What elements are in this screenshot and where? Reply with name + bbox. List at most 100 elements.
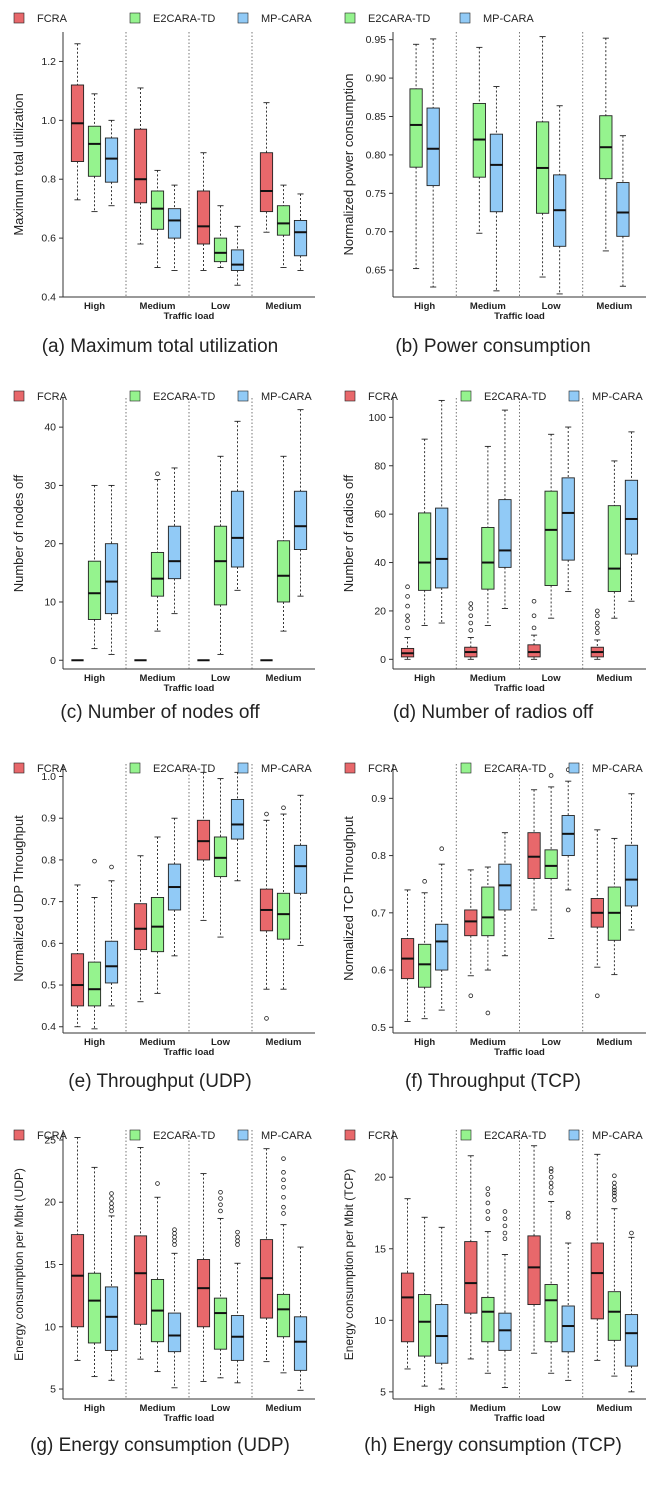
box-mp-cara <box>167 467 182 615</box>
x-tick-label: Low <box>211 301 231 312</box>
box-mp-cara <box>230 771 245 882</box>
box-body <box>590 1242 604 1320</box>
y-tick-label: 0.70 <box>366 226 387 238</box>
box-e2cara-td <box>535 36 550 278</box>
outlier-point <box>629 1230 634 1236</box>
box-body <box>230 798 245 840</box>
box-body <box>167 525 182 580</box>
legend-label: E2CARA-TD <box>153 391 215 403</box>
box-mp-cara <box>167 1227 182 1389</box>
outlier-point <box>612 1184 617 1190</box>
outlier-point <box>468 627 474 633</box>
box-body <box>167 1312 182 1353</box>
y-tick-label: 15 <box>44 1259 56 1271</box>
legend-swatch-e2cara-td <box>129 12 141 24</box>
x-tick-label: Medium <box>596 1403 632 1414</box>
outlier-point <box>548 1174 554 1180</box>
legend-label: MP-CARA <box>592 1130 643 1142</box>
box-body <box>133 1235 148 1325</box>
box-body <box>70 1234 85 1328</box>
box-body <box>104 1286 119 1351</box>
box-body <box>418 1294 432 1357</box>
outlier-point <box>502 1236 508 1242</box>
box-mp-cara <box>167 817 182 957</box>
y-tick-label: 0.85 <box>366 111 387 123</box>
outlier-point <box>485 1186 491 1191</box>
outlier-point <box>281 1194 286 1200</box>
box-e2cara-td <box>213 778 228 938</box>
box-mp-cara <box>435 1226 449 1390</box>
outlier-point <box>485 1192 491 1197</box>
x-tick-label: Low <box>542 1037 562 1048</box>
box-body <box>276 892 291 940</box>
box-body <box>133 128 148 204</box>
panel-caption: (e) Throughput (UDP) <box>68 1071 251 1092</box>
legend: FCRA E2CARA-TD MP-CARA <box>13 390 312 403</box>
y-tick-label: 25 <box>44 1134 56 1146</box>
outlier-point <box>594 620 600 626</box>
y-tick-label: 0.5 <box>41 980 56 992</box>
x-tick-label: Medium <box>596 1037 632 1048</box>
box-e2cara-td <box>150 1181 165 1373</box>
y-tick-label: 0.80 <box>366 149 387 161</box>
y-tick-label: 0.7 <box>41 896 56 908</box>
x-tick-label: Low <box>211 1037 231 1048</box>
outlier-point <box>468 993 474 999</box>
outlier-point <box>235 1242 240 1247</box>
legend: FCRA E2CARA-TD MP-CARA <box>344 762 643 775</box>
box-fcra <box>133 87 148 245</box>
box-mp-cara <box>104 119 119 207</box>
x-tick-label: Low <box>211 1403 231 1414</box>
legend-swatch-fcra <box>13 762 25 774</box>
outlier-point <box>109 1201 114 1206</box>
legend-label: MP-CARA <box>592 391 643 403</box>
box-body <box>489 133 504 213</box>
y-tick-label: 10 <box>374 1315 386 1327</box>
legend-swatch-mp-cara <box>237 762 249 774</box>
outlier-point <box>281 1170 286 1175</box>
y-axis-label: Energy consumption per Mbit (UDP) <box>12 1168 26 1361</box>
panel-caption: (c) Number of nodes off <box>60 702 260 723</box>
outlier-point <box>155 1181 160 1186</box>
legend-label: FCRA <box>37 13 68 25</box>
outlier-point <box>502 1223 508 1229</box>
y-tick-label: 40 <box>44 422 56 434</box>
y-tick-label: 0 <box>380 654 386 666</box>
box-e2cara-td <box>607 460 621 619</box>
outlier-point <box>594 630 600 636</box>
x-tick-label: Medium <box>596 673 632 684</box>
box-e2cara-td <box>418 879 432 1020</box>
legend-swatch-mp-cara <box>568 1129 580 1141</box>
box-body <box>544 849 558 879</box>
outlier-point <box>405 625 410 631</box>
outlier-point <box>502 1230 508 1236</box>
outlier-point <box>264 1016 269 1021</box>
y-tick-label: 1.0 <box>41 771 56 783</box>
box-fcra <box>196 1173 211 1383</box>
box-body <box>150 551 165 597</box>
box-fcra <box>464 601 478 660</box>
y-tick-label: 0.9 <box>371 793 386 805</box>
box-body <box>498 1312 512 1351</box>
box-body <box>104 940 119 984</box>
x-axis-label: Traffic load <box>164 311 215 322</box>
box-body <box>230 249 245 271</box>
box-mp-cara <box>561 426 575 593</box>
box-fcra <box>527 789 541 911</box>
y-tick-label: 0.6 <box>41 938 56 950</box>
box-body <box>230 490 245 568</box>
x-tick-label: Medium <box>140 673 176 684</box>
y-tick-label: 5 <box>380 1386 386 1398</box>
outlier-point <box>281 1204 286 1210</box>
chart-panel-h: 5 10 15 20 Energy consumption per Mbit (TCP)… <box>342 1129 646 1456</box>
box-e2cara-td <box>213 455 228 655</box>
box-e2cara-td <box>481 866 495 1016</box>
box-mp-cara <box>167 184 182 271</box>
x-tick-label: Medium <box>266 1403 302 1414</box>
box-body <box>607 1291 621 1341</box>
y-tick-label: 100 <box>368 412 386 424</box>
box-body <box>293 844 308 894</box>
box-body <box>498 499 512 568</box>
legend-swatch-e2cara-td <box>460 762 472 774</box>
x-axis-label: Traffic load <box>494 311 545 322</box>
